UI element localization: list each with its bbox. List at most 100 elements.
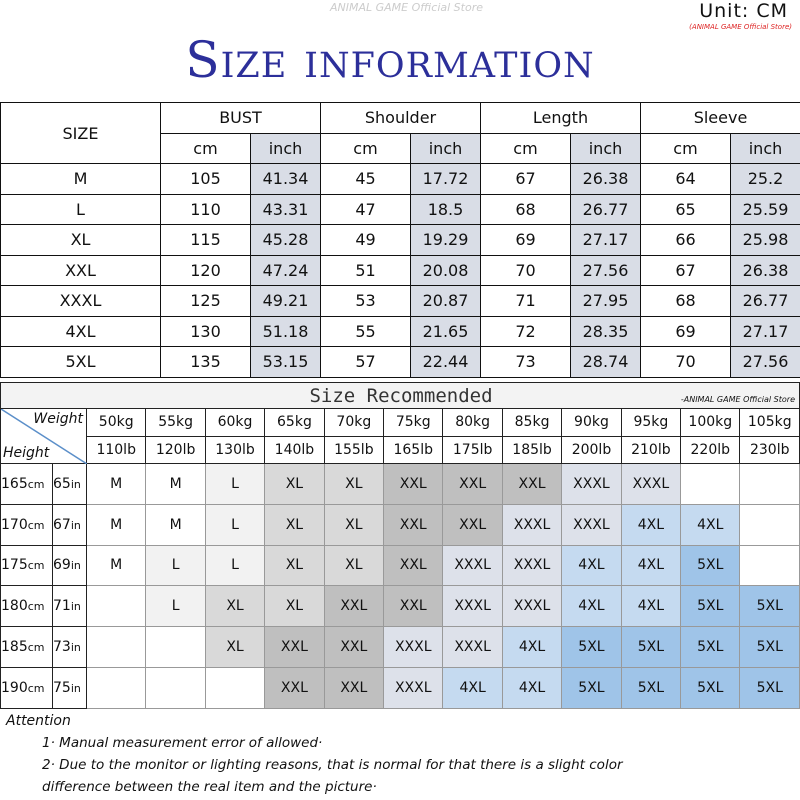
measure-cell: 27.17 [570, 224, 641, 256]
size-cell [739, 463, 800, 505]
height-in: 67 [53, 516, 71, 533]
weight-kg-header: 65kg [264, 408, 325, 437]
measure-cell: 51 [320, 254, 411, 286]
weight-lb-header: 175lb [442, 435, 503, 464]
size-cell: 4XL [561, 585, 622, 628]
weight-kg-header: 60kg [204, 408, 266, 437]
measure-cell: 55 [320, 315, 411, 347]
size-cell: 5XL [739, 626, 800, 668]
height-in-cell: 65in [52, 463, 87, 505]
height-cm-cell: 165cm [0, 463, 53, 505]
size-cell: 4XL [620, 544, 682, 587]
height-in-cell: 69in [52, 544, 87, 587]
measure-cell: 25.59 [729, 193, 800, 225]
weight-kg-header: 95kg [620, 408, 682, 437]
size-cell [85, 626, 147, 668]
measure-cell: 66 [640, 224, 731, 256]
size-cell: L [204, 503, 266, 546]
in-unit: in [70, 600, 81, 614]
size-cell: XXL [383, 503, 444, 546]
measure-cell: 47.24 [250, 254, 321, 286]
in-unit: in [70, 518, 81, 532]
size-table: SIZE BUST Shoulder Length Sleeve cm inch cm inch… [0, 102, 800, 378]
measure-cell: 45 [320, 163, 411, 195]
size-cell: L [204, 544, 266, 587]
measure-cell: 19.29 [410, 224, 481, 256]
table-row: XXXL 125 49.21 53 20.87 71 27.95 68 26.77 [0, 285, 800, 317]
attention-note: 1· Manual measurement error of allowed· [42, 735, 323, 751]
measure-cell: 26.77 [729, 285, 800, 317]
attention-title: Attention [6, 713, 71, 729]
size-cell: XXXL [383, 666, 444, 709]
size-cell: 4XL [680, 503, 741, 546]
measure-cell: 27.17 [729, 315, 800, 347]
size-cell: 5XL [739, 585, 800, 628]
cm-unit: cm [27, 518, 45, 532]
table-row: 165cm 65in M M L XL XL XXL XXL XXL XXXL XXXL [0, 463, 800, 505]
height-in-cell: 71in [52, 585, 87, 628]
weight-lb-header: 210lb [620, 435, 682, 464]
measure-cell: 51.18 [250, 315, 321, 347]
table-row: XXL 120 47.24 51 20.08 70 27.56 67 26.38 [0, 254, 800, 286]
table-row: XL 115 45.28 49 19.29 69 27.17 66 25.98 [0, 224, 800, 256]
height-cm-cell: 170cm [0, 503, 53, 546]
size-cell: M [85, 463, 147, 505]
height-in-cell: 75in [52, 666, 87, 709]
height-in-cell: 73in [52, 626, 87, 668]
size-cell: 4XL [620, 503, 682, 546]
size-cell [145, 666, 206, 709]
height-cm-cell: 185cm [0, 626, 53, 668]
size-cell: L [0, 193, 161, 225]
weight-lb-header: 110lb [85, 435, 147, 464]
inch-header: inch [410, 132, 481, 164]
group-header: Length [480, 102, 641, 134]
height-label: Height [3, 445, 50, 461]
size-cell: 4XL [0, 315, 161, 347]
weight-kg-header: 70kg [323, 408, 385, 437]
size-cell: L [145, 585, 206, 628]
measure-cell: 130 [160, 315, 251, 347]
weight-lb-header: 220lb [680, 435, 741, 464]
measure-cell: 110 [160, 193, 251, 225]
measure-cell: 26.38 [570, 163, 641, 195]
cm-unit: cm [27, 477, 45, 491]
weight-kg-header: 85kg [501, 408, 563, 437]
measure-cell: 71 [480, 285, 571, 317]
height-cm-cell: 180cm [0, 585, 53, 628]
size-cell [85, 585, 147, 628]
table-row: 5XL 135 53.15 57 22.44 73 28.74 70 27.56 [0, 346, 800, 378]
size-cell: 5XL [561, 626, 622, 668]
attention-note: 2· Due to the monitor or lighting reason… [42, 757, 623, 773]
size-cell: XXXL [561, 463, 622, 505]
cm-unit: cm [27, 600, 45, 614]
weight-lb-header: 140lb [264, 435, 325, 464]
inch-header: inch [250, 132, 321, 164]
measure-cell: 41.34 [250, 163, 321, 195]
measure-cell: 25.98 [729, 224, 800, 256]
table-row: 185cm 73in XL XXL XXL XXXL XXXL 4XL 5XL 5XL 5XL 5XL [0, 626, 800, 668]
inch-header: inch [729, 132, 800, 164]
weight-kg-header: 90kg [561, 408, 622, 437]
cm-header: cm [640, 132, 731, 164]
size-cell: M [145, 463, 206, 505]
height-in: 73 [53, 639, 71, 656]
size-cell: XXL [501, 463, 563, 505]
size-cell [145, 626, 206, 668]
group-header: BUST [160, 102, 321, 134]
size-cell: 5XL [680, 585, 741, 628]
table-row: L 110 43.31 47 18.5 68 26.77 65 25.59 [0, 193, 800, 225]
size-cell: XXXL [620, 463, 682, 505]
height-cm: 165 [1, 475, 28, 492]
table-row: 4XL 130 51.18 55 21.65 72 28.35 69 27.17 [0, 315, 800, 347]
size-cell: XXL [264, 626, 325, 668]
unit-store-label: (ANIMAL GAME Official Store) [689, 23, 792, 31]
size-cell: 4XL [501, 626, 563, 668]
measure-cell: 72 [480, 315, 571, 347]
recommend-title-bar: Size Recommended -ANIMAL GAME Official S… [0, 382, 800, 408]
table-row: 180cm 71in L XL XL XXL XXL XXXL XXXL 4XL 4XL 5XL 5XL [0, 585, 800, 628]
size-cell: M [145, 503, 206, 546]
size-cell: XL [323, 463, 385, 505]
height-in: 69 [53, 557, 71, 574]
size-cell: XXL [383, 585, 444, 628]
weight-kg-header: 55kg [145, 408, 206, 437]
